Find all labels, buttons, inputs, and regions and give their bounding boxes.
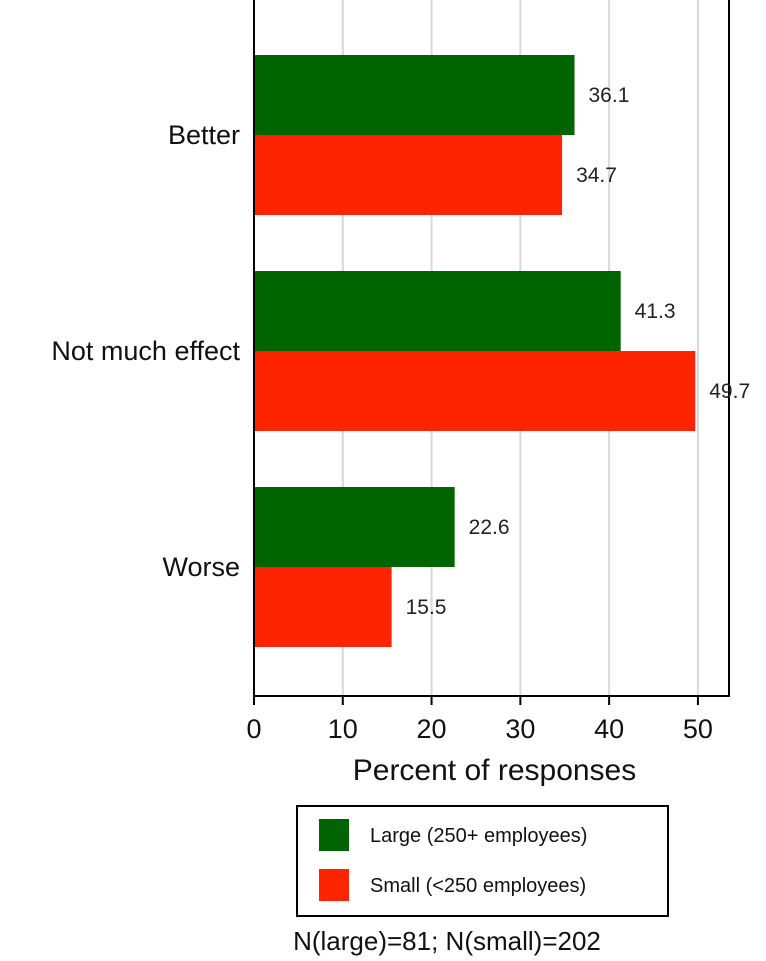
x-tick-label-0: 0	[246, 714, 261, 744]
legend-items: Large (250+ employees) Small (<250 employ…	[319, 819, 587, 901]
bar-better-large	[254, 55, 575, 135]
x-tick-label-50: 50	[683, 714, 713, 744]
bars	[254, 55, 696, 647]
legend: Large (250+ employees) Small (<250 employ…	[296, 805, 669, 917]
data-label-not-much-effect-small: 49.7	[709, 380, 750, 403]
x-tick-label-30: 30	[505, 714, 535, 744]
legend-swatch-large	[319, 819, 349, 851]
legend-label-large: Large (250+ employees)	[370, 825, 587, 847]
plot-frame	[253, 0, 730, 697]
bar-worse-large	[254, 487, 455, 567]
x-tick-label-40: 40	[594, 714, 624, 744]
data-label-not-much-effect-large: 41.3	[635, 300, 676, 323]
category-labels: Better Not much effect Worse	[51, 120, 240, 582]
category-label-worse: Worse	[162, 552, 240, 582]
bar-worse-small	[254, 567, 392, 647]
category-label-not-much-effect: Not much effect	[51, 336, 240, 366]
bar-not-much-effect-small	[254, 351, 696, 431]
data-label-worse-small: 15.5	[406, 596, 447, 619]
data-label-worse-large: 22.6	[469, 516, 510, 539]
legend-box	[296, 805, 669, 917]
x-tick-label-10: 10	[328, 714, 358, 744]
x-axis-ticks	[253, 696, 699, 705]
x-axis-title: Percent of responses	[353, 754, 637, 787]
legend-label-small: Small (<250 employees)	[370, 875, 586, 897]
x-tick-label-20: 20	[417, 714, 447, 744]
bar-better-small	[254, 135, 563, 215]
x-axis-tick-labels: 0 10 20 30 40 50	[246, 714, 712, 744]
data-label-better-large: 36.1	[589, 84, 630, 107]
category-label-better: Better	[168, 120, 240, 150]
data-label-better-small: 34.7	[576, 164, 617, 187]
data-labels: 36.1 34.7 41.3 49.7 22.6 15.5	[406, 84, 751, 619]
sample-size-note: N(large)=81; N(small)=202	[293, 926, 601, 956]
legend-swatch-small	[319, 869, 349, 901]
bar-not-much-effect-large	[254, 271, 621, 351]
